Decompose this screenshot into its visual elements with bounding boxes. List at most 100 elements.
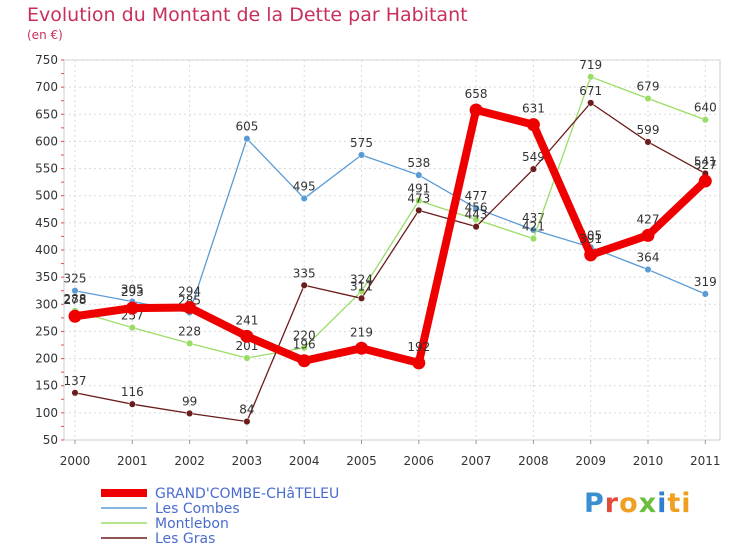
y-tick-label: 300 (35, 297, 58, 311)
data-label: 599 (637, 123, 660, 137)
data-point (412, 356, 426, 370)
data-label: 541 (694, 154, 717, 168)
data-label: 427 (637, 212, 660, 226)
y-tick-label: 500 (35, 189, 58, 203)
data-label: 192 (407, 340, 430, 354)
data-label: 719 (579, 58, 602, 72)
data-label: 116 (121, 385, 144, 399)
x-tick-label: 2009 (575, 454, 606, 468)
data-label: 575 (350, 136, 373, 150)
legend-label: Montlebon (155, 516, 229, 532)
data-point (526, 118, 540, 132)
data-point (472, 204, 480, 212)
data-point (71, 389, 79, 397)
legend-label: GRAND'COMBE-CHâTELEU (155, 486, 339, 502)
data-point (243, 135, 251, 143)
y-tick-label: 200 (35, 352, 58, 366)
data-point (71, 287, 79, 295)
x-tick-label: 2007 (461, 454, 492, 468)
x-tick-label: 2000 (60, 454, 91, 468)
data-label: 473 (407, 191, 430, 205)
data-point (415, 197, 423, 205)
data-label: 288 (64, 292, 87, 306)
y-tick-label: 250 (35, 324, 58, 338)
data-point (469, 103, 483, 117)
data-point (472, 216, 480, 224)
data-label: 293 (121, 285, 144, 299)
data-label: 391 (579, 232, 602, 246)
data-point (183, 301, 197, 315)
data-point (587, 73, 595, 81)
data-label: 364 (637, 251, 660, 265)
y-tick-label: 600 (35, 134, 58, 148)
data-label: 538 (407, 156, 430, 170)
series-line-0 (71, 105, 710, 367)
data-point (357, 151, 366, 159)
y-tick-label: 50 (43, 433, 58, 447)
plot-area (63, 59, 721, 441)
data-label: 137 (64, 374, 87, 388)
data-point (587, 99, 595, 107)
data-point (186, 409, 194, 417)
data-point (297, 354, 311, 368)
y-tick-label: 150 (35, 379, 58, 393)
y-tick-label: 650 (35, 107, 58, 121)
data-label: 421 (522, 220, 545, 234)
x-tick-label: 2005 (346, 454, 377, 468)
data-label: 294 (178, 285, 201, 299)
y-tick-label: 550 (35, 162, 58, 176)
data-label: 219 (350, 325, 373, 339)
data-point (355, 341, 368, 355)
data-label: 196 (293, 338, 316, 352)
x-tick-label: 2006 (404, 454, 435, 468)
legend-label: Les Gras (155, 531, 215, 547)
data-label: 325 (64, 272, 87, 286)
data-label: 305 (121, 283, 144, 297)
data-point (243, 354, 251, 362)
data-label: 228 (178, 324, 201, 338)
data-point (300, 194, 308, 202)
x-tick-label: 2004 (289, 454, 320, 468)
x-tick-label: 2011 (690, 454, 721, 468)
data-point (186, 339, 194, 347)
legend-label: Les Combes (155, 501, 240, 517)
data-label: 335 (293, 266, 316, 280)
data-point (128, 400, 136, 408)
y-tick-label: 700 (35, 80, 58, 94)
y-tick-label: 450 (35, 216, 58, 230)
data-point (529, 165, 537, 173)
data-point (644, 265, 652, 274)
x-tick-label: 2003 (232, 454, 263, 468)
data-point (701, 290, 709, 298)
data-label: 278 (64, 293, 87, 307)
data-label: 671 (579, 84, 602, 98)
data-point (698, 174, 712, 188)
data-label: 311 (350, 279, 373, 293)
data-label: 549 (522, 150, 545, 164)
data-point (644, 94, 652, 103)
data-label: 640 (694, 101, 717, 115)
data-label: 658 (465, 87, 488, 101)
y-tick-label: 750 (35, 53, 58, 67)
data-label: 456 (465, 201, 488, 215)
y-tick-label: 100 (35, 406, 58, 420)
data-label: 99 (182, 394, 197, 408)
x-tick-label: 2001 (117, 454, 148, 468)
data-label: 491 (407, 182, 430, 196)
x-tick-label: 2010 (633, 454, 664, 468)
data-label: 220 (293, 329, 316, 343)
y-tick-label: 350 (35, 270, 58, 284)
data-point (128, 324, 136, 332)
data-point (357, 294, 366, 302)
data-point (644, 138, 652, 146)
data-label: 84 (239, 403, 254, 417)
data-label: 319 (694, 275, 717, 289)
x-tick-label: 2008 (518, 454, 549, 468)
data-point (125, 301, 139, 315)
data-label: 631 (522, 102, 545, 116)
series-line-3 (74, 102, 706, 423)
data-point (240, 329, 254, 343)
data-label: 443 (465, 208, 488, 222)
